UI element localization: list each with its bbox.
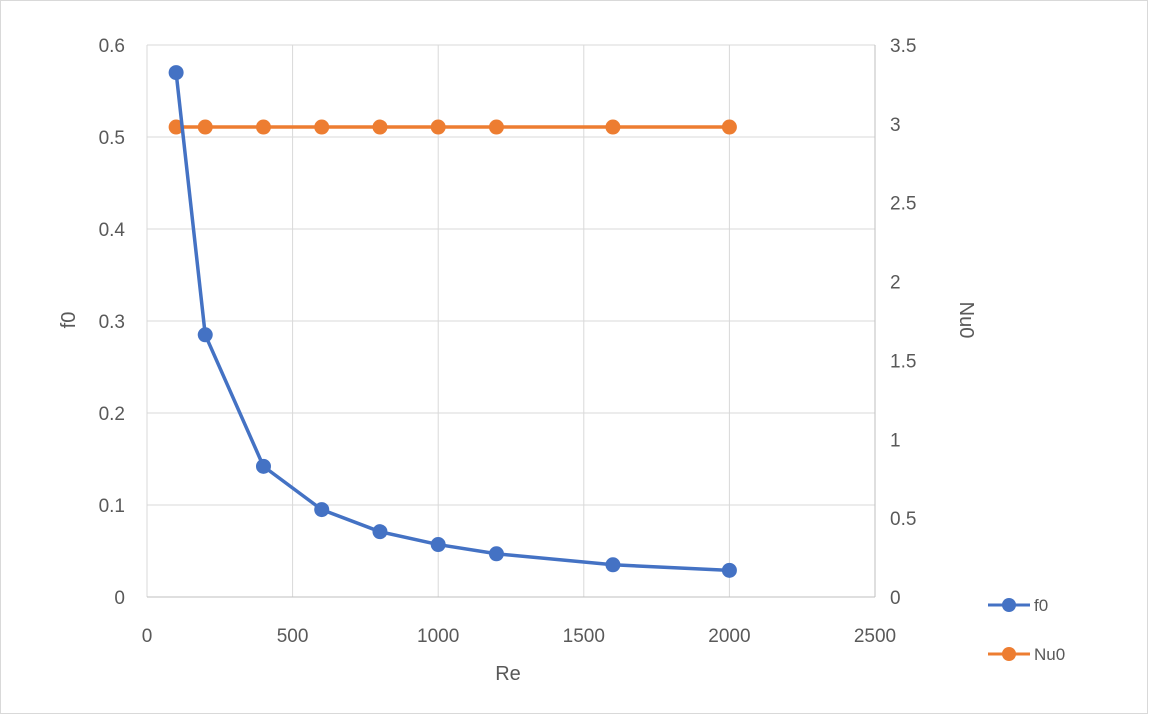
- x-axis-title: Re: [495, 663, 521, 685]
- y-tick-label: 0: [114, 588, 125, 609]
- data-point-nu0: [197, 119, 213, 135]
- x-tick-label: 1000: [417, 626, 459, 647]
- data-point-nu0: [488, 119, 504, 135]
- data-point-nu0: [255, 119, 271, 135]
- legend: f0 Nu0: [988, 596, 1065, 664]
- y2-axis-title: Nu0: [955, 302, 977, 339]
- legend-marker-f0: [1002, 598, 1016, 612]
- data-point-nu0: [168, 119, 184, 135]
- x-tick-label: 0: [142, 626, 153, 647]
- x-tick-label: 2000: [708, 626, 750, 647]
- data-point-f0: [255, 458, 271, 474]
- series-plot: [168, 65, 737, 578]
- y-tick-label: 0.5: [99, 128, 125, 149]
- legend-label-nu0: Nu0: [1034, 645, 1065, 664]
- y-tick-label: 0.1: [99, 496, 125, 517]
- axes: 0 0.1 0.2 0.3 0.4 0.5 0.6 0 500 1000 1500 2000 2500 0…: [99, 36, 917, 647]
- y-axis-title: f0: [58, 312, 80, 329]
- x-tick-label: 2500: [854, 626, 896, 647]
- data-point-nu0: [430, 119, 446, 135]
- y2-tick-label: 2: [890, 273, 901, 294]
- x-tick-label: 500: [277, 626, 309, 647]
- y-tick-label: 0.4: [99, 220, 126, 241]
- data-point-nu0: [372, 119, 388, 135]
- data-point-f0: [721, 562, 737, 578]
- y-tick-label: 0.3: [99, 312, 125, 333]
- legend-item-f0: f0: [988, 596, 1048, 615]
- legend-label-f0: f0: [1034, 596, 1048, 615]
- y2-tick-label: 0: [890, 588, 901, 609]
- data-point-f0: [168, 65, 184, 81]
- data-point-f0: [314, 502, 330, 518]
- data-point-f0: [605, 557, 621, 573]
- data-point-f0: [488, 546, 504, 562]
- y2-tick-label: 3: [890, 115, 901, 136]
- data-point-nu0: [605, 119, 621, 135]
- legend-marker-nu0: [1002, 647, 1016, 661]
- y2-tick-label: 1.5: [890, 351, 916, 372]
- y2-tick-label: 0.5: [890, 509, 916, 530]
- data-point-f0: [197, 327, 213, 343]
- data-point-nu0: [314, 119, 330, 135]
- y-tick-label: 0.2: [99, 404, 125, 425]
- data-point-nu0: [721, 119, 737, 135]
- x-tick-label: 1500: [563, 626, 605, 647]
- legend-item-nu0: Nu0: [988, 645, 1065, 664]
- data-point-f0: [430, 537, 446, 553]
- data-point-f0: [372, 524, 388, 540]
- y2-tick-label: 1: [890, 430, 901, 451]
- y2-tick-label: 3.5: [890, 36, 916, 57]
- y-tick-label: 0.6: [99, 36, 125, 57]
- y2-tick-label: 2.5: [890, 194, 916, 215]
